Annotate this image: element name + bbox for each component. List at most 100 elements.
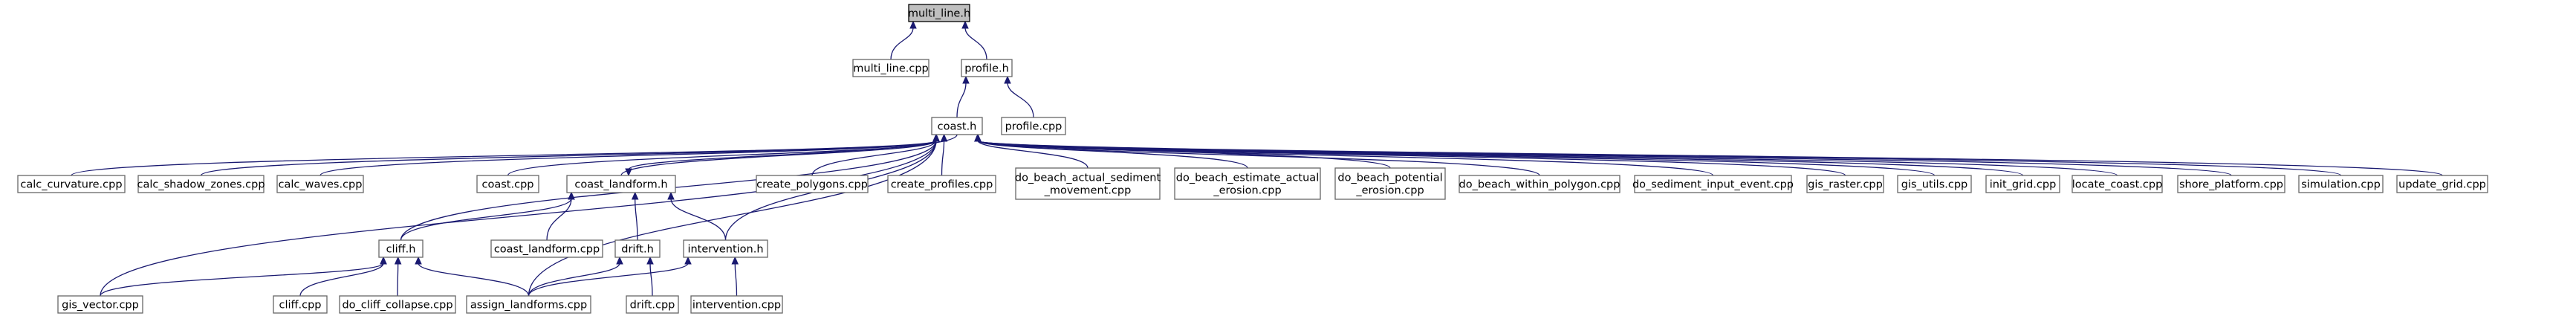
node-label: gis_raster.cpp [1808, 179, 1883, 191]
node-gis-raster-cpp[interactable]: gis_raster.cpp [1806, 175, 1884, 193]
edge-coast-landform-cpp-to-coast-landform-h [546, 191, 575, 241]
node-label: _erosion.cpp [1213, 185, 1281, 197]
node-label: coast.cpp [482, 179, 534, 191]
node-assign-landforms-cpp[interactable]: assign_landforms.cpp [466, 295, 591, 314]
edge-coast-cpp-to-coast-h [507, 133, 940, 176]
node-label: drift.h [621, 244, 654, 256]
node-box [276, 175, 364, 193]
node-profile-h[interactable]: profile.h [961, 59, 1013, 77]
node-label: multi_line.h [908, 8, 970, 20]
node-update-grid-cpp[interactable]: update_grid.cpp [2396, 175, 2488, 193]
arrowhead [616, 256, 623, 265]
edge-line [734, 262, 738, 297]
edge-line [635, 198, 638, 241]
node-label: _erosion.cpp [1355, 185, 1424, 197]
nodes-layer: multi_line.h multi_line.cpp profile.h profi… [17, 4, 2488, 314]
node-intervention-cpp[interactable]: intervention.cpp [690, 295, 783, 314]
arrowhead [961, 20, 969, 29]
node-label: coast_landform.h [574, 179, 667, 191]
node-shore-platform-cpp[interactable]: shore_platform.cpp [2177, 175, 2285, 193]
node-box [1897, 175, 1972, 193]
node-do-beach-potential-erosion-cpp[interactable]: do_beach_potential_erosion.cpp [1334, 167, 1446, 200]
node-calc-curvature-cpp[interactable]: calc_curvature.cpp [17, 175, 126, 193]
node-multi-line-h[interactable]: multi_line.h [908, 4, 970, 22]
node-calc-waves-cpp[interactable]: calc_waves.cpp [276, 175, 364, 193]
node-box [908, 4, 970, 22]
node-gis-utils-cpp[interactable]: gis_utils.cpp [1897, 175, 1972, 193]
node-do-beach-estimate-actual-erosion-cpp[interactable]: do_beach_estimate_actual_erosion.cpp [1174, 167, 1321, 200]
node-gis-vector-cpp[interactable]: gis_vector.cpp [57, 295, 143, 314]
node-coast-h[interactable]: coast.h [931, 117, 983, 135]
node-do-beach-actual-sediment-movement-cpp[interactable]: do_beach_actual_sediment_movement.cpp [1015, 167, 1161, 200]
node-do-sediment-input-event-cpp[interactable]: do_sediment_input_event.cpp [1632, 175, 1794, 193]
node-label: simulation.cpp [2301, 179, 2381, 191]
arrowhead [380, 256, 387, 265]
edge-calc-shadow-zones-cpp-to-coast-h [200, 133, 940, 176]
edge-assign-landforms-cpp-to-drift-h [528, 256, 623, 297]
node-box [17, 175, 126, 193]
node-box [339, 295, 456, 314]
edge-line [977, 140, 1089, 169]
edge-line [71, 140, 937, 176]
edge-line [977, 140, 1714, 176]
edge-line [628, 134, 958, 170]
node-coast-landform-h[interactable]: coast_landform.h [566, 175, 676, 193]
edge-cliff-cpp-to-cliff-h [299, 256, 387, 297]
edge-line [670, 198, 727, 241]
edge-calc-curvature-cpp-to-coast-h [71, 133, 940, 176]
node-box [2396, 175, 2488, 193]
arrowhead [684, 256, 692, 265]
node-intervention-h[interactable]: intervention.h [683, 239, 768, 258]
node-label: gis_vector.cpp [62, 300, 139, 312]
node-label: shore_platform.cpp [2179, 179, 2283, 191]
edge-assign-landforms-cpp-to-cliff-h [415, 256, 530, 297]
node-create-polygons-cpp[interactable]: create_polygons.cpp [756, 175, 869, 193]
edge-line [400, 198, 572, 241]
node-profile-cpp[interactable]: profile.cpp [1001, 117, 1066, 135]
node-multi-line-cpp[interactable]: multi_line.cpp [852, 59, 929, 77]
node-cliff-cpp[interactable]: cliff.cpp [273, 295, 328, 314]
node-label: coast.h [938, 121, 977, 133]
node-coast-landform-cpp[interactable]: coast_landform.cpp [490, 239, 603, 258]
node-label: gis_utils.cpp [1901, 179, 1968, 191]
node-do-cliff-collapse-cpp[interactable]: do_cliff_collapse.cpp [339, 295, 456, 314]
node-box [1001, 117, 1066, 135]
node-label: _movement.cpp [1044, 185, 1132, 197]
node-drift-cpp[interactable]: drift.cpp [626, 295, 679, 314]
edge-profile-h-to-multi-line-h [961, 20, 987, 60]
node-do-beach-within-polygon-cpp[interactable]: do_beach_within_polygon.cpp [1459, 175, 1620, 193]
node-init-grid-cpp[interactable]: init_grid.cpp [1985, 175, 2060, 193]
edge-profile-cpp-to-profile-h [1004, 75, 1034, 118]
node-label: do_beach_potential [1337, 172, 1442, 184]
node-simulation-cpp[interactable]: simulation.cpp [2298, 175, 2384, 193]
node-create-profiles-cpp[interactable]: create_profiles.cpp [887, 175, 996, 193]
arrowhead [962, 75, 970, 84]
node-box [137, 175, 265, 193]
edge-intervention-h-to-coast-landform-h [667, 191, 727, 241]
node-box [626, 295, 679, 314]
node-box [614, 239, 661, 258]
edge-line [977, 140, 2443, 176]
node-box [1334, 167, 1446, 200]
edge-line [956, 82, 967, 118]
node-coast-cpp[interactable]: coast.cpp [476, 175, 539, 193]
node-calc-shadow-zones-cpp[interactable]: calc_shadow_zones.cpp [137, 175, 265, 193]
node-label: create_profiles.cpp [891, 179, 993, 191]
node-box [273, 295, 328, 314]
edge-line [528, 262, 689, 297]
node-label: do_cliff_collapse.cpp [342, 300, 452, 312]
edge-do-cliff-collapse-cpp-to-cliff-h [394, 256, 402, 297]
node-label: do_beach_estimate_actual [1176, 172, 1319, 184]
node-locate-coast-cpp[interactable]: locate_coast.cpp [2071, 175, 2163, 193]
edge-line [528, 262, 620, 297]
node-box [683, 239, 768, 258]
arrowhead [909, 20, 917, 29]
edge-line [964, 27, 987, 60]
node-drift-h[interactable]: drift.h [614, 239, 661, 258]
edge-line [546, 198, 572, 241]
edge-line [200, 140, 937, 176]
edge-line [418, 262, 530, 297]
node-label: do_beach_actual_sediment [1015, 172, 1161, 184]
edge-do-beach-actual-sediment-movement-cpp-to-coast-h [974, 133, 1089, 169]
node-cliff-h[interactable]: cliff.h [378, 239, 424, 258]
